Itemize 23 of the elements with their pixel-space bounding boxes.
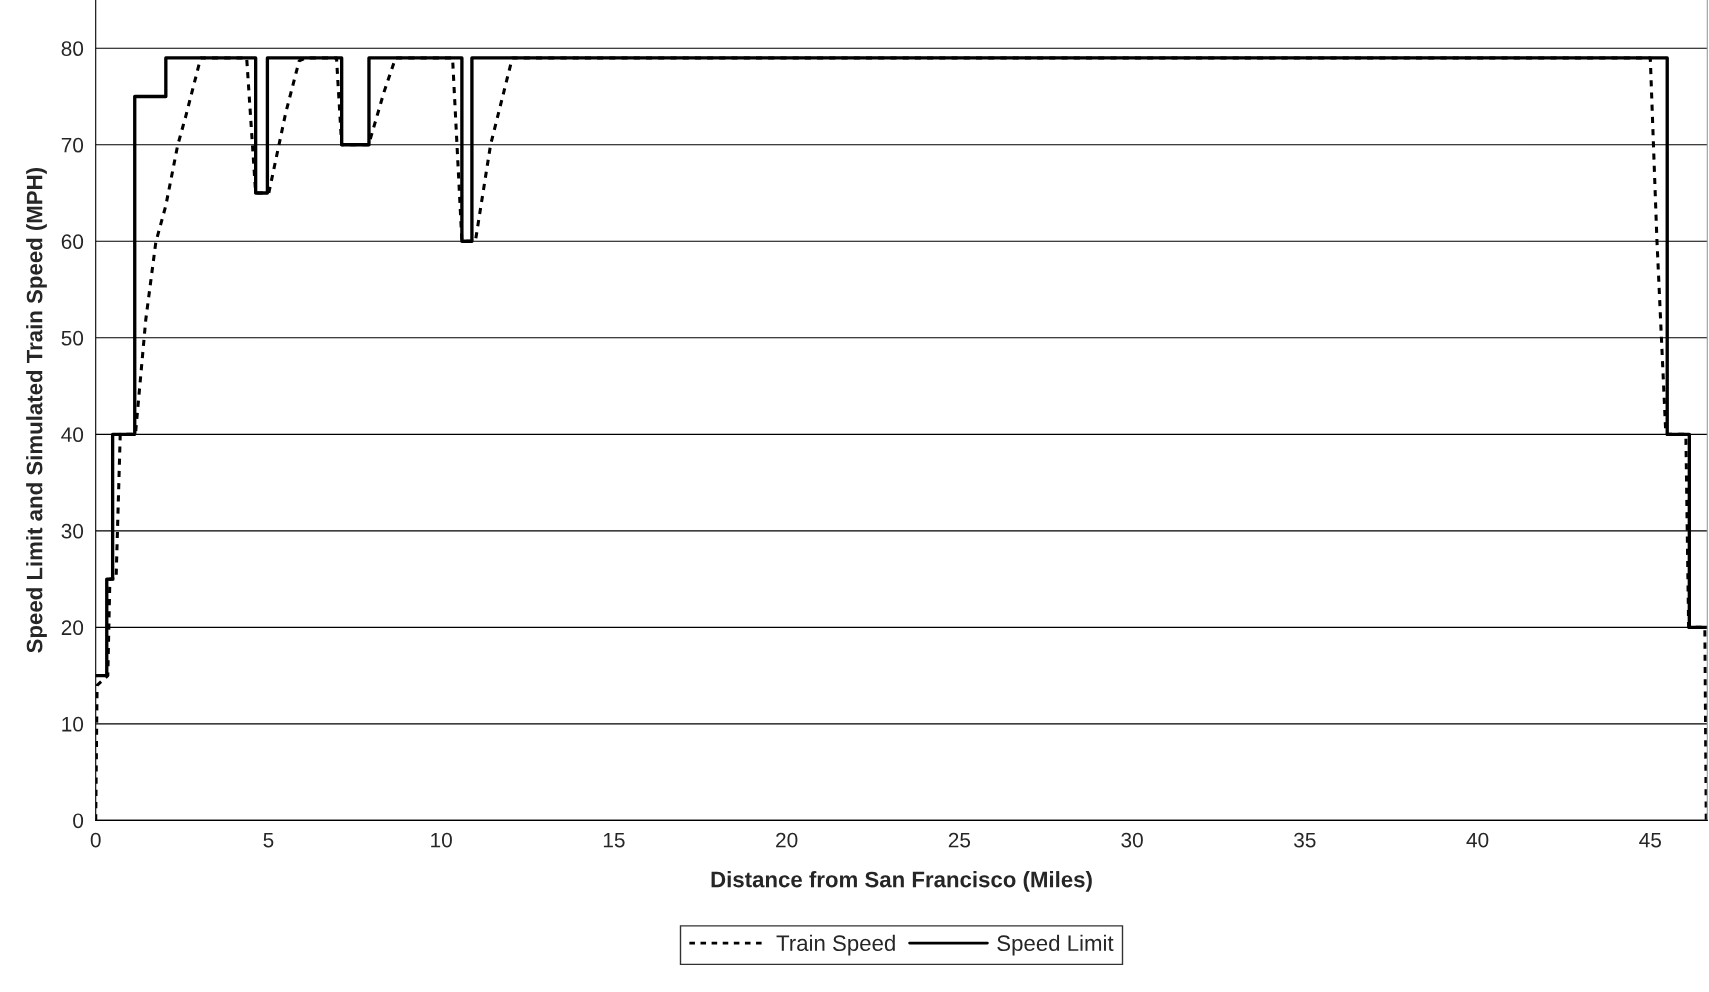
y-tick-label: 80 <box>61 41 84 57</box>
x-tick-label: 40 <box>1466 832 1489 848</box>
y-axis-title: Speed Limit and Simulated Train Speed (MPH) <box>26 168 47 653</box>
x-tick-label: 5 <box>263 832 274 848</box>
x-tick-label: 45 <box>1639 832 1661 848</box>
x-axis-title: Distance from San Francisco (Miles) <box>711 871 1092 892</box>
y-tick-label: 60 <box>61 234 84 250</box>
legend-label: Train Speed <box>776 934 895 956</box>
x-tick-label: 20 <box>776 832 798 848</box>
x-tick-label: 10 <box>431 832 452 848</box>
x-tick-label: 35 <box>1294 832 1316 848</box>
x-tick-label: 0 <box>90 832 101 848</box>
x-tick-label: 25 <box>948 832 971 848</box>
y-tick-label: 10 <box>62 716 84 732</box>
y-tick-label: 30 <box>61 523 84 539</box>
y-tick-label: 70 <box>61 137 84 153</box>
x-tick-label: 15 <box>603 832 625 848</box>
y-tick-label: 0 <box>73 813 84 829</box>
y-tick-label: 20 <box>61 620 84 636</box>
legend-label: Speed Limit <box>997 934 1114 956</box>
y-tick-label: 40 <box>61 427 84 443</box>
x-tick-label: 30 <box>1121 832 1143 848</box>
y-tick-label: 50 <box>61 330 84 346</box>
